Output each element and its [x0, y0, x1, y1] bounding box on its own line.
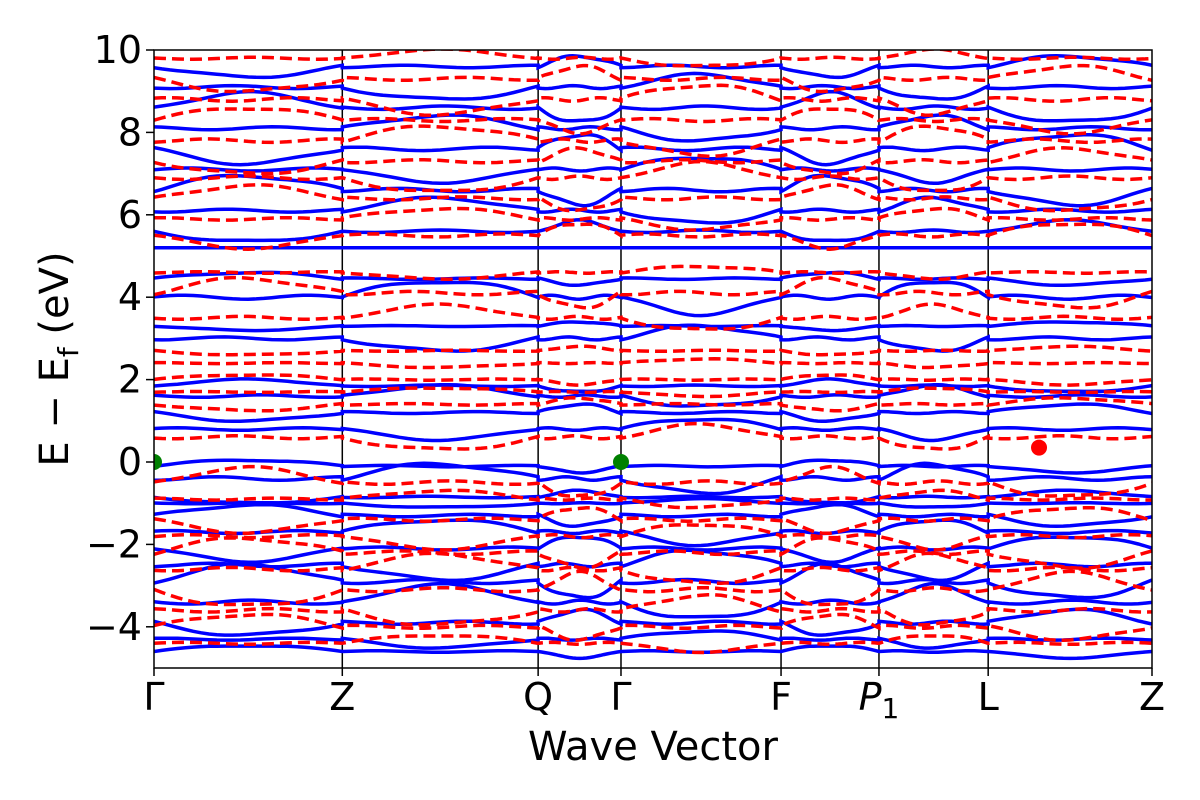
y-tick-label: 4: [118, 275, 142, 319]
dashed-band-line: [154, 275, 1152, 310]
x-tick-label: Γ: [610, 675, 631, 719]
x-tick-label: L: [978, 675, 999, 719]
dashed-band-line: [154, 124, 1152, 158]
dashed-band-line: [154, 396, 1152, 413]
y-tick-label: 6: [118, 193, 142, 237]
dashed-band-line: [154, 506, 1152, 536]
dashed-band-line: [154, 569, 1152, 607]
plot-frame: [153, 49, 1153, 669]
cbm-marker: [1031, 439, 1048, 456]
solid-band-line: [154, 458, 1152, 475]
solid-band-line: [154, 89, 1152, 123]
plot-content: [154, 50, 1152, 668]
solid-band-line: [154, 417, 1152, 443]
y-tick-label: −2: [86, 522, 142, 566]
dashed-band-line: [154, 222, 1152, 251]
y-tick-label: 2: [118, 358, 142, 402]
dashed-band-line: [154, 488, 1152, 510]
dashed-band-line: [154, 386, 1152, 399]
solid-band-line: [154, 320, 1152, 333]
solid-band-line: [154, 382, 1152, 408]
solid-band-line: [154, 496, 1152, 509]
solid-band-line: [154, 217, 1152, 243]
y-axis-title-unit: (eV): [32, 251, 78, 347]
dashed-band-line: [154, 464, 1152, 498]
dashed-band-line: [154, 50, 1152, 68]
dashed-band-line: [154, 634, 1152, 655]
dashed-band-line: [154, 159, 1152, 193]
solid-band-line: [154, 535, 1152, 565]
x-tick-label: Γ: [143, 675, 164, 719]
y-tick-label: 10: [94, 28, 142, 72]
y-axis-title-sub: f: [52, 346, 85, 357]
dashed-band-line: [154, 373, 1152, 387]
vbm-marker: [612, 454, 629, 470]
x-tick-label: Q: [523, 675, 553, 719]
dashed-band-line: [154, 107, 1152, 136]
solid-band-line: [154, 644, 1152, 661]
y-axis-title: E − Ef (eV): [32, 251, 85, 466]
solid-band-line: [154, 488, 1152, 505]
solid-band-line: [154, 133, 1152, 167]
solid-band-line: [154, 113, 1152, 143]
solid-band-line: [154, 270, 1152, 288]
x-tick-label: Z: [1139, 675, 1165, 719]
dashed-band-line: [154, 302, 1152, 331]
solid-band-line: [154, 607, 1152, 637]
solid-band-line: [154, 629, 1152, 650]
y-tick-label: −4: [86, 605, 142, 649]
dashed-band-line: [154, 612, 1152, 643]
solid-band-line: [154, 156, 1152, 186]
x-axis-title: Wave Vector: [528, 724, 779, 770]
x-axis: Γ Z Q Γ F P1 L Z: [143, 668, 1165, 725]
vbm-marker: [154, 454, 162, 470]
solid-band-line: [154, 581, 1152, 619]
dashed-band-line: [154, 63, 1152, 94]
solid-band-line: [154, 173, 1152, 208]
dashed-band-line: [154, 523, 1152, 552]
solid-band-line: [154, 502, 1152, 528]
solid-band-line: [154, 518, 1152, 548]
dashed-band-line: [154, 357, 1152, 370]
solid-band-line: [154, 402, 1152, 424]
dashed-band-line: [154, 206, 1152, 232]
dashed-band-line: [154, 593, 1152, 627]
y-axis: −4 −2 0 2 4 6 8 10: [86, 28, 154, 649]
dashed-band-line: [154, 421, 1152, 451]
x-tick-label: P1: [859, 675, 900, 725]
dashed-band-line: [154, 536, 1152, 570]
dashed-band-line: [154, 83, 1152, 118]
solid-band-line: [154, 71, 1152, 101]
y-axis-title-main: E − E: [32, 357, 78, 467]
x-tick-label: F: [770, 675, 792, 719]
solid-band-line: [154, 461, 1152, 496]
solid-band-line: [154, 195, 1152, 225]
solid-band-line: [154, 377, 1152, 394]
dashed-band-line: [154, 146, 1152, 176]
dashed-band-line: [154, 551, 1152, 585]
y-tick-label: 8: [118, 110, 142, 154]
dashed-band-line: [154, 344, 1152, 357]
solid-band-line: [154, 280, 1152, 318]
solid-band-line: [154, 561, 1152, 600]
x-tick-label: Z: [329, 675, 355, 719]
dashed-band-line: [154, 264, 1152, 282]
y-tick-label: 0: [118, 440, 142, 484]
dashed-band-line: [154, 183, 1152, 213]
